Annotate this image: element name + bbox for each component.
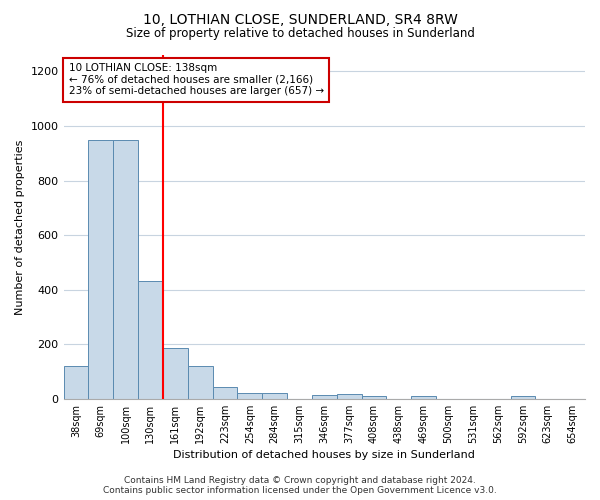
Bar [113, 140, 138, 399]
Y-axis label: Number of detached properties: Number of detached properties [15, 139, 25, 314]
Bar [163, 348, 188, 399]
Bar [188, 366, 212, 399]
Text: Size of property relative to detached houses in Sunderland: Size of property relative to detached ho… [125, 28, 475, 40]
Bar [238, 394, 262, 399]
X-axis label: Distribution of detached houses by size in Sunderland: Distribution of detached houses by size … [173, 450, 475, 460]
Bar [337, 394, 362, 399]
Bar [88, 140, 113, 399]
Bar [411, 396, 436, 399]
Bar [312, 394, 337, 399]
Bar [262, 394, 287, 399]
Bar [138, 282, 163, 399]
Bar [362, 396, 386, 399]
Text: 10 LOTHIAN CLOSE: 138sqm
← 76% of detached houses are smaller (2,166)
23% of sem: 10 LOTHIAN CLOSE: 138sqm ← 76% of detach… [68, 63, 323, 96]
Bar [212, 387, 238, 399]
Text: Contains HM Land Registry data © Crown copyright and database right 2024.
Contai: Contains HM Land Registry data © Crown c… [103, 476, 497, 495]
Bar [511, 396, 535, 399]
Text: 10, LOTHIAN CLOSE, SUNDERLAND, SR4 8RW: 10, LOTHIAN CLOSE, SUNDERLAND, SR4 8RW [143, 12, 457, 26]
Bar [64, 366, 88, 399]
